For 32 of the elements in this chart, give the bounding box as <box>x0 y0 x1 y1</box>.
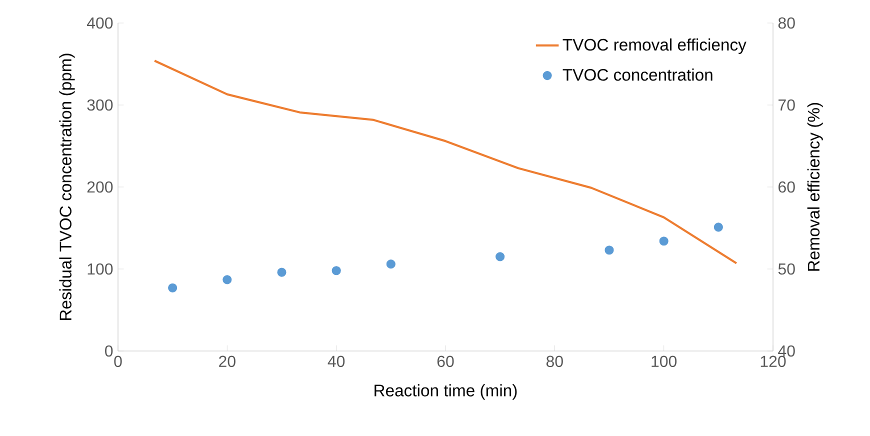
x-tick-label: 0 <box>114 356 122 368</box>
x-axis-title: Reaction time (min) <box>374 384 517 400</box>
point <box>496 252 505 262</box>
y2-axis-title: Removal efficiency (%) <box>807 103 823 271</box>
y-tick-label: 200 <box>87 181 113 193</box>
legend-label: TVOC removal efficiency <box>562 38 746 54</box>
y-tick-label: 400 <box>86 17 113 29</box>
y2-tick-label: 40 <box>778 345 795 357</box>
y2-tick-label: 80 <box>778 17 795 29</box>
x-tick-label: 60 <box>437 356 454 368</box>
y-tick-label: 0 <box>105 345 113 357</box>
y2-tick-label: 50 <box>778 263 795 275</box>
y2-tick-label: 70 <box>778 99 795 111</box>
point <box>222 275 232 284</box>
y2-tick-label: 60 <box>778 181 795 193</box>
x-tick-label: 80 <box>546 356 563 368</box>
point <box>277 268 286 277</box>
y-tick-label: 300 <box>87 99 113 111</box>
x-tick-label: 40 <box>328 356 345 368</box>
x-tick-label: 120 <box>760 356 786 368</box>
point <box>168 283 178 292</box>
y-axis-title: Residual TVOC concentration (ppm) <box>59 54 75 320</box>
point <box>659 236 668 246</box>
y-tick-label: 100 <box>88 263 113 275</box>
point <box>714 222 723 232</box>
line-series <box>154 60 738 264</box>
point <box>604 246 614 255</box>
point <box>332 266 341 276</box>
x-tick-label: 100 <box>652 356 677 368</box>
x-tick-label: 20 <box>219 356 236 368</box>
legend-label: TVOC concentration <box>562 68 712 81</box>
point <box>386 260 396 269</box>
